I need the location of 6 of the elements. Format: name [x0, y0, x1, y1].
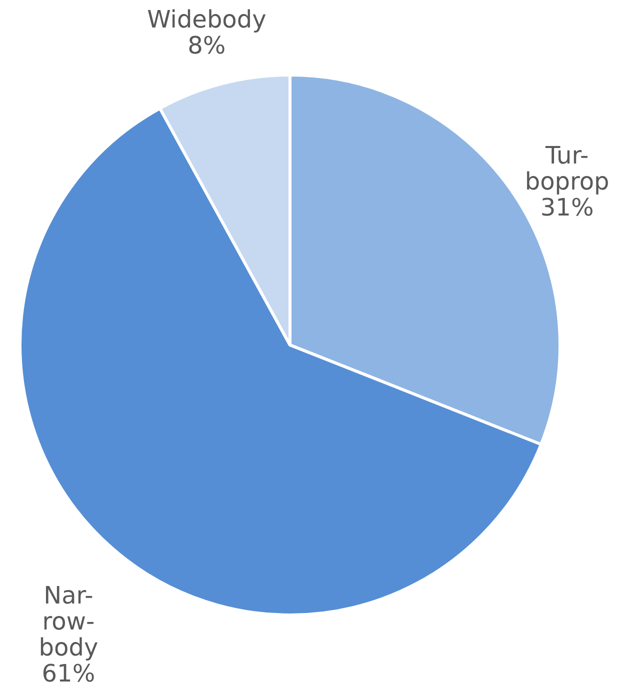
- slice-label: Widebody: [147, 6, 266, 34]
- data-label: 31%: [540, 194, 594, 222]
- data-label: 8%: [188, 32, 226, 60]
- slice-label: Nar-row-body: [38, 581, 98, 662]
- data-label: 61%: [42, 659, 96, 688]
- slice-label: Tur-boprop: [524, 142, 610, 196]
